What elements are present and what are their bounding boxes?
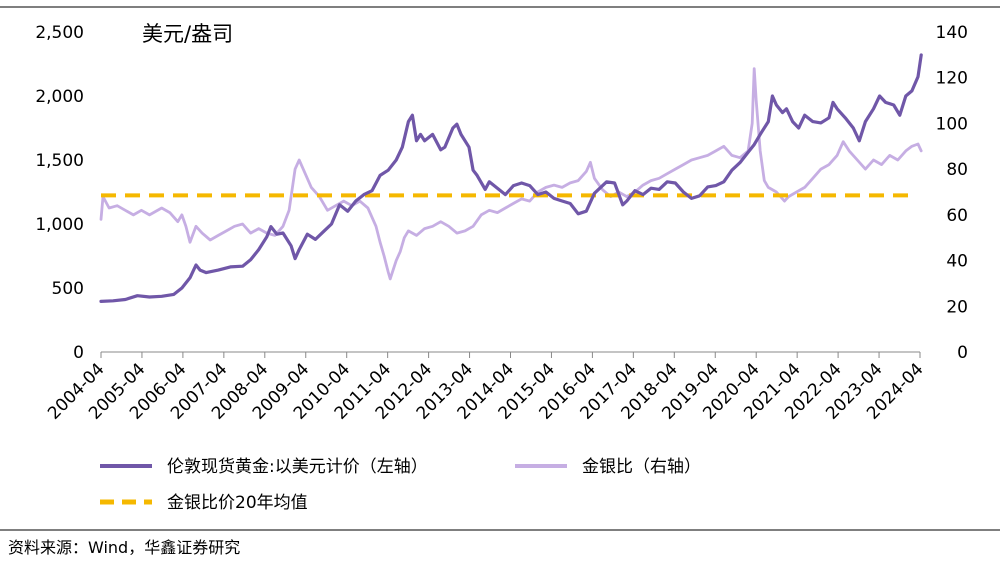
left-tick-label-5: 2,500: [35, 23, 84, 43]
right-tick-label-7: 140: [936, 23, 968, 43]
right-tick-label-2: 40: [946, 252, 968, 272]
left-tick-label-3: 1,500: [35, 151, 84, 171]
left-tick-label-4: 2,000: [35, 87, 84, 107]
series-line-gold: [99, 53, 923, 303]
legend-label-ratio: 金银比（右轴）: [582, 457, 701, 477]
unit-label: 美元/盎司: [142, 22, 233, 46]
right-tick-label-1: 20: [946, 297, 968, 317]
right-axis-ticks: 0 20 40 60 80 100 120 140: [936, 23, 968, 363]
left-tick-label-0: 0: [73, 343, 84, 363]
right-tick-label-3: 60: [946, 206, 968, 226]
right-tick-label-5: 100: [936, 114, 968, 134]
series-layer: [99, 53, 923, 303]
series-line-ratio: [99, 67, 923, 281]
right-tick-label-4: 80: [946, 160, 968, 180]
left-tick-label-2: 1,000: [35, 215, 84, 235]
legend-label-avg: 金银比价20年均值: [167, 493, 308, 513]
source-note: 资料来源：Wind，华鑫证券研究: [8, 538, 240, 557]
right-tick-label-6: 120: [936, 69, 968, 89]
left-tick-label-1: 500: [52, 279, 84, 299]
x-axis: 2004-042005-042006-042007-042008-042009-…: [44, 351, 928, 424]
legend: 伦敦现货黄金:以美元计价（左轴） 金银比（右轴） 金银比价20年均值: [100, 457, 701, 513]
right-tick-label-0: 0: [957, 343, 968, 363]
left-axis-ticks: 0 500 1,000 1,500 2,000 2,500: [35, 23, 84, 363]
legend-label-gold: 伦敦现货黄金:以美元计价（左轴）: [167, 457, 428, 477]
